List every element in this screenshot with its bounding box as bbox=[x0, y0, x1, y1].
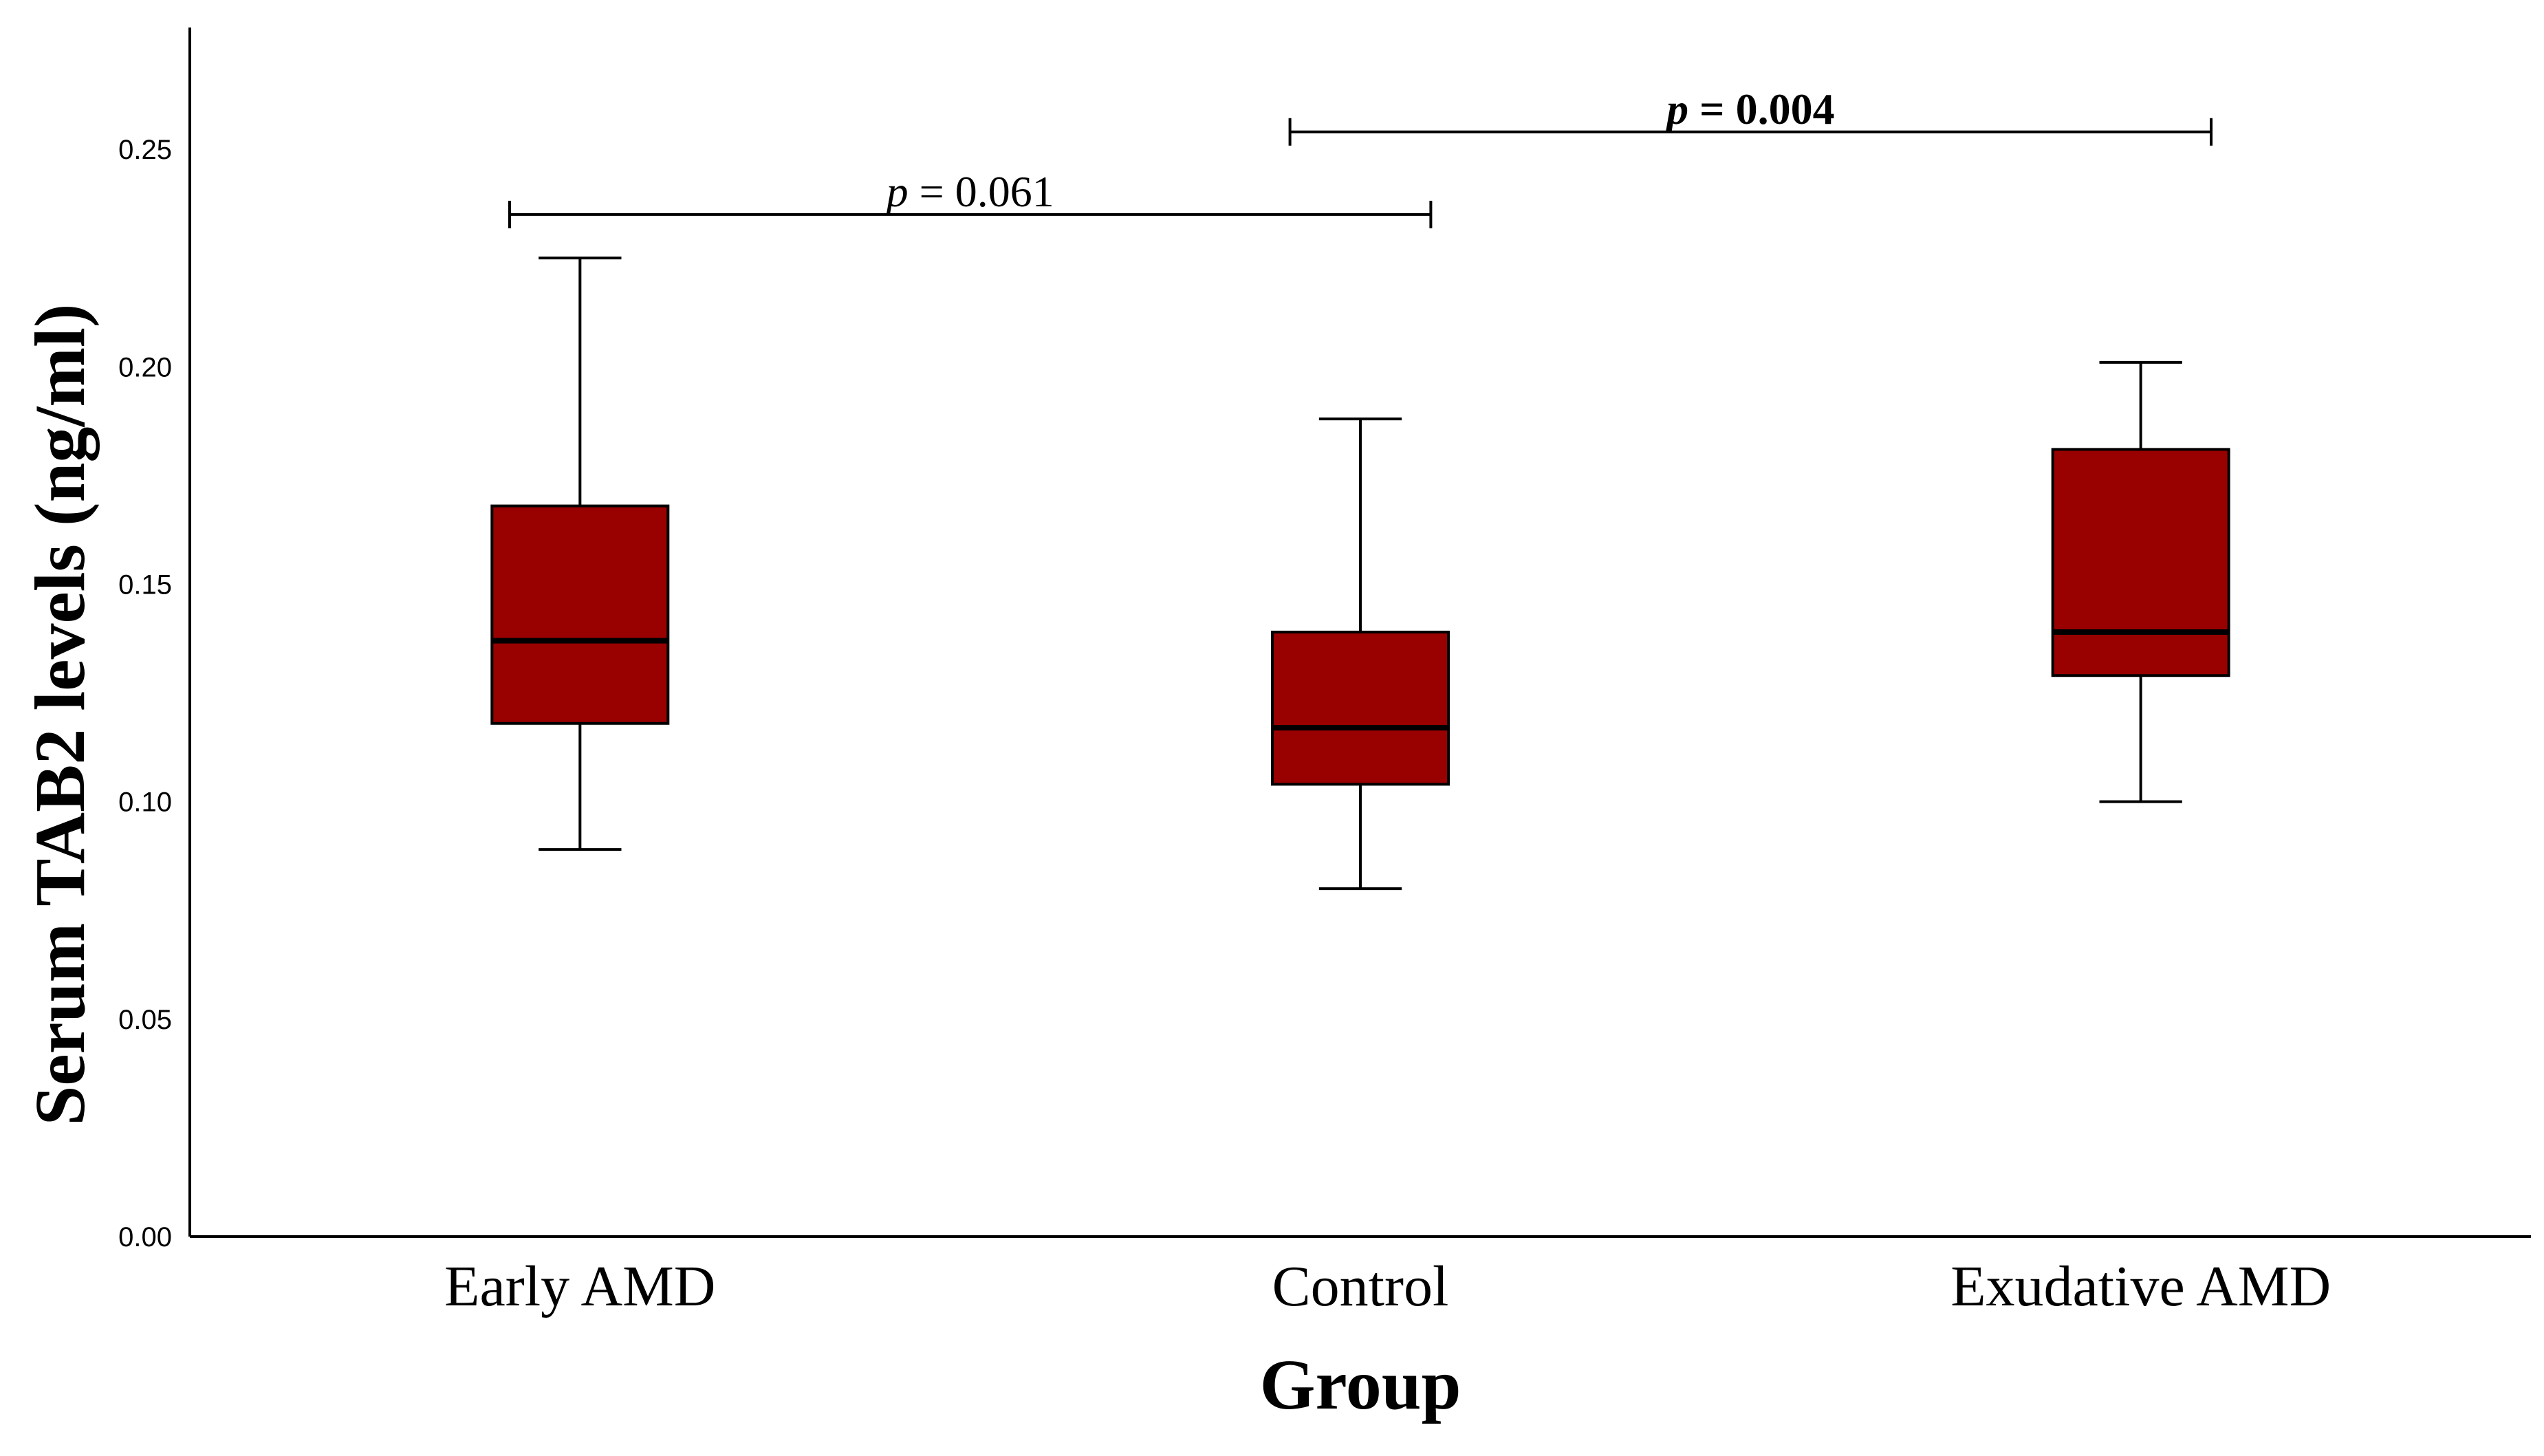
p-value: = 0.061 bbox=[909, 167, 1054, 216]
p-symbol: p bbox=[1663, 85, 1688, 133]
box-group bbox=[2051, 360, 2230, 803]
y-tick-label: 0.10 bbox=[118, 787, 172, 818]
significance-bracket: p = 0.061 bbox=[508, 167, 1433, 228]
p-value-label: p = 0.004 bbox=[1663, 85, 1834, 133]
y-tick-label: 0.25 bbox=[118, 135, 172, 165]
iqr-box bbox=[2051, 448, 2230, 677]
box-group bbox=[490, 257, 670, 851]
y-axis-ticks: 0.00 0.05 0.10 0.15 0.20 0.25 bbox=[118, 135, 172, 1252]
box-group bbox=[1271, 417, 1450, 891]
x-axis-title: Group bbox=[1260, 1345, 1461, 1424]
x-category-label: Control bbox=[1272, 1254, 1449, 1318]
y-tick-label: 0.20 bbox=[118, 352, 172, 382]
x-category-label: Early AMD bbox=[444, 1254, 715, 1318]
p-symbol: p bbox=[884, 167, 909, 216]
y-tick-label: 0.15 bbox=[118, 569, 172, 600]
y-tick-label: 0.05 bbox=[118, 1005, 172, 1035]
x-category-label: Exudative AMD bbox=[1950, 1254, 2331, 1318]
x-axis-category-labels: Early AMD Control Exudative AMD bbox=[444, 1254, 2331, 1318]
box-series bbox=[490, 257, 2230, 891]
y-tick-label: 0.00 bbox=[118, 1222, 172, 1252]
p-value: = 0.004 bbox=[1688, 85, 1834, 133]
p-value-label: p = 0.061 bbox=[884, 167, 1054, 216]
y-axis-title: Serum TAB2 levels (ng/ml) bbox=[21, 304, 100, 1126]
iqr-box bbox=[1271, 631, 1450, 786]
significance-bracket: p = 0.004 bbox=[1288, 85, 2213, 146]
iqr-box bbox=[490, 504, 670, 725]
